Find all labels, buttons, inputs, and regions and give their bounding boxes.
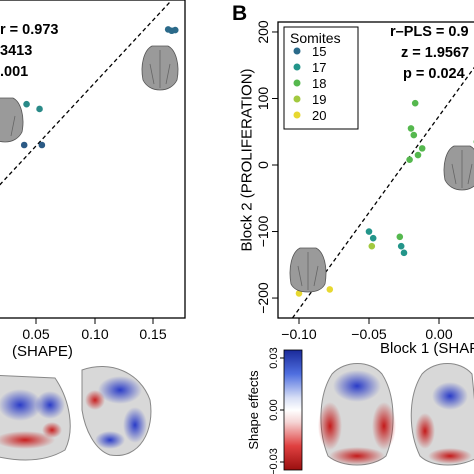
panel-b-stat-p: p = 0.024 [403,66,465,82]
skull-icon [443,145,474,191]
panel-a-x-tick: 0.15 [139,326,166,340]
legend-label: 18 [312,76,326,91]
panel-a-data-point [168,27,175,35]
skull-icon [141,45,179,91]
panel-b-data-point [369,234,377,242]
panel-b-legend-title: Somites [290,30,341,46]
panel-b-data-point [418,145,426,152]
panel-b-y-tick: −100 [255,216,271,248]
legend-marker [293,79,301,87]
panel-b-shape-maps [318,363,474,466]
panel-a-data-point [36,105,43,113]
panel-b-data-point [396,233,404,241]
panel-b-x-tick: −0.10 [281,326,317,342]
legend-label: 17 [312,60,326,75]
panel-b-data-point [400,249,408,257]
panel-b-x-axis-label: Block 1 (SHAPE) [380,340,474,357]
panel-b-colorbar: 0.03 0.00 −0.03 Shape effects [246,347,303,474]
panel-b-y-tick: 0 [255,161,271,169]
panel-b-y-tick: 200 [255,20,271,44]
legend-marker [293,111,301,119]
legend-marker [293,95,301,103]
colorbar-tick: 0.03 [268,347,280,368]
panel-a-plot: 0.05 0.10 0.15 [0,0,186,340]
panel-b-plot: −0.10 −0.05 0.00 −200 −100 0 100 200 Somites 15… [255,20,474,342]
panel-b-y-tick: 100 [255,87,271,111]
panel-a-stat-r: r = 0.973 [0,22,59,38]
legend-label: 15 [312,44,326,59]
panel-a-data-point [38,141,46,149]
panel-b-data-point [368,242,376,250]
panel-b-data-point [326,286,334,293]
panel-a-fit-line [0,1,171,186]
panel-b-letter: B [232,2,248,25]
panel-b-stat-r: r–PLS = 0.9 [390,24,469,40]
panel-b-data-point [295,290,303,297]
panel-b-stat-z: z = 1.9567 [401,45,470,61]
panel-b-data-point [410,131,418,139]
panel-b-data-point [414,151,422,159]
panel-b-data-point [397,242,405,250]
panel-b-data-point [407,125,415,132]
skull-icon [0,97,24,143]
panel-a-data-point [23,100,30,108]
panel-b-frame [277,21,474,319]
panel-b-data-point [406,156,413,163]
skull-icon [289,247,327,293]
panel-b-y-tick: −200 [255,282,271,314]
colorbar-tick: −0.03 [268,448,280,474]
colorbar-label: Shape effects [246,370,261,450]
panel-a-stat-p: .001 [0,64,29,80]
panel-a-stat-z: 3413 [0,43,33,59]
panel-b-y-axis-label: Block 2 (PROLIFERATION) [238,68,256,252]
panel-b-data-point [365,228,373,235]
panel-a-x-tick: 0.05 [22,326,49,340]
panel-b-x-tick: −0.05 [351,326,387,342]
legend-label: 20 [312,108,326,123]
legend-label: 19 [312,92,326,107]
legend-marker [293,47,301,55]
panel-a-shape-maps [0,366,152,461]
colorbar-tick: 0.00 [268,399,280,420]
panel-b-data-point [411,99,419,107]
legend-marker [293,63,301,71]
panel-a-data-point [20,141,28,149]
panel-a-x-tick: 0.10 [81,326,108,340]
panel-b-x-tick: 0.00 [425,326,452,342]
panel-a-x-axis-label: (SHAPE) [12,343,73,360]
